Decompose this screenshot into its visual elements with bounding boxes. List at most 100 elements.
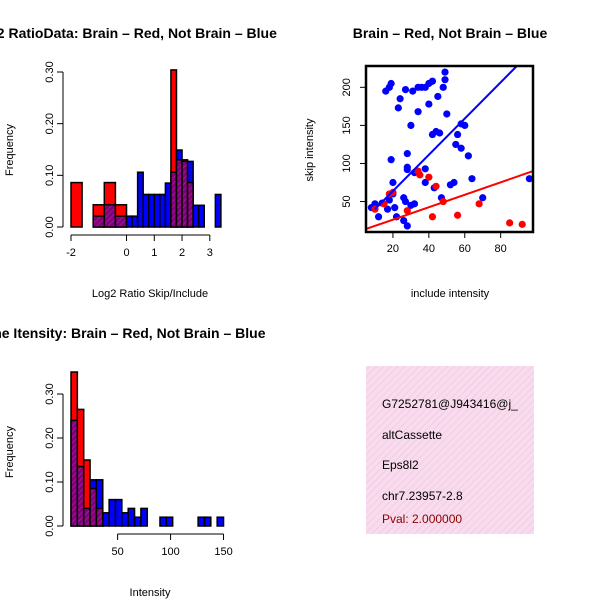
intensity-bar-notbrain [114, 498, 123, 527]
scatter-point-notbrain [441, 68, 449, 76]
ratio-y-tick-label: 0.00 [44, 216, 56, 237]
scatter-x-tick-label: 40 [423, 243, 435, 255]
scatter-y-tick-label: 200 [341, 78, 353, 96]
scatter-point-brain [425, 173, 433, 181]
intensity-x-tick-label: 150 [214, 546, 232, 558]
scatter-xlabel: include intensity [411, 288, 490, 300]
intensity-bar-notbrain [165, 516, 174, 527]
scatter-point-notbrain [525, 175, 533, 183]
info-gene-name: Eps8l2 [382, 458, 419, 472]
scatter-point-brain [506, 219, 514, 227]
scatter-point-notbrain [410, 200, 419, 208]
scatter-point-notbrain [400, 216, 408, 225]
ratio-bar-overlap [181, 160, 189, 228]
ratio-histogram-panel: Log2 RatioData: Brain – Red, Not Brain –… [0, 25, 277, 300]
scatter-point-notbrain [421, 165, 429, 173]
ratio-y-tick-label: 0.20 [44, 113, 56, 134]
ratio-bar-overlap [175, 159, 183, 228]
intensity-bar-notbrain [121, 512, 129, 527]
ratio-bar-overlap [170, 171, 178, 228]
intensity-bar-notbrain [102, 512, 110, 527]
ratio-x-tick-label: 3 [207, 247, 213, 259]
scatter-y-tick-label: 150 [341, 116, 353, 134]
scatter-point-notbrain [387, 79, 395, 88]
scatter-point-notbrain [479, 194, 487, 202]
ratio-bar-notbrain [164, 182, 172, 228]
ratio-bar-overlap [114, 215, 128, 228]
intensity-histogram-xlabel: Intensity [130, 587, 171, 599]
ratio-bar-notbrain [147, 193, 156, 228]
scatter-point-notbrain [401, 86, 410, 94]
scatter-point-notbrain [461, 121, 469, 129]
scatter-point-notbrain [441, 76, 449, 84]
intensity-bar-overlap [70, 419, 79, 527]
ratio-bar-notbrain [214, 193, 222, 228]
ratio-bar-overlap [103, 204, 117, 228]
ratio-bar-notbrain [136, 171, 144, 228]
intensity-y-tick-label: 0.30 [44, 383, 56, 404]
scatter-point-brain [518, 220, 526, 228]
scatter-x-tick-label: 60 [459, 243, 471, 255]
intensity-bar-notbrain [108, 498, 117, 527]
scatter-point-notbrain [457, 144, 465, 152]
intensity-bar-notbrain [203, 516, 212, 527]
scatter-marks [366, 66, 533, 230]
scatter-point-notbrain [450, 178, 458, 187]
scatter-point-notbrain [409, 87, 417, 95]
ratio-histogram-axes: -2 0 1 2 3 0.00 0.10 0.20 0.30 [44, 61, 213, 259]
scatter-x-tick-label: 80 [495, 243, 507, 255]
scatter-point-brain [428, 213, 437, 221]
intensity-bar-notbrain [197, 516, 206, 527]
scatter-point-notbrain [389, 178, 397, 187]
intensity-scatter-panel: Brain – Red, Not Brain – Blue 20 40 60 80 50… [304, 25, 547, 300]
ratio-x-tick-label: 2 [179, 247, 185, 259]
ratio-bar-notbrain [192, 204, 200, 228]
scatter-frame [364, 64, 535, 234]
ratio-y-tick-label: 0.30 [44, 61, 56, 82]
scatter-point-notbrain [453, 130, 462, 139]
scatter-point-notbrain [439, 83, 447, 91]
ratio-histogram-ylabel: Frequency [4, 124, 16, 176]
scatter-x-tick-label: 20 [387, 243, 399, 255]
intensity-bar-notbrain [216, 516, 225, 527]
scatter-plot-area: 20 40 60 80 50 100 150 200 [341, 64, 535, 255]
scatter-point-notbrain [425, 100, 433, 108]
intensity-bar-notbrain [159, 516, 168, 527]
intensity-x-tick-label: 100 [161, 546, 179, 558]
scatter-point-notbrain [407, 121, 415, 129]
info-location: chr7.23957-2.8 [382, 489, 463, 503]
info-box-background [366, 366, 534, 534]
intensity-bar-notbrain [133, 516, 142, 527]
scatter-point-notbrain [403, 163, 411, 171]
scatter-point-notbrain [387, 156, 395, 164]
info-box: G7252781@J943416@j_ altCassette Eps8l2 c… [366, 366, 534, 534]
scatter-point-brain [475, 200, 483, 208]
scatter-point-notbrain [396, 95, 404, 103]
ratio-bar-overlap [92, 215, 106, 228]
intensity-bar-overlap [89, 487, 98, 527]
intensity-bar-overlap [76, 465, 85, 527]
scatter-point-notbrain [391, 204, 399, 212]
scatter-point-notbrain [371, 200, 379, 208]
ratio-y-tick-label: 0.10 [44, 165, 56, 186]
ratio-histogram-bars [70, 69, 222, 228]
intensity-y-tick-label: 0.00 [44, 515, 56, 536]
scatter-point-notbrain [468, 175, 476, 183]
scatter-point-brain [403, 207, 411, 215]
intensity-bar-notbrain [127, 507, 136, 527]
ratio-bar-notbrain [153, 193, 161, 228]
scatter-point-notbrain [464, 152, 472, 160]
scatter-point-notbrain [434, 92, 442, 101]
scatter-point-notbrain [403, 222, 411, 230]
scatter-point-notbrain [443, 110, 451, 118]
ratio-x-tick-label: -2 [66, 247, 76, 259]
scatter-point-notbrain [383, 205, 392, 213]
intensity-bar-overlap [82, 507, 91, 527]
scatter-ylabel: skip intensity [304, 118, 316, 181]
scatter-point-brain [416, 171, 424, 179]
intensity-x-tick-label: 50 [111, 546, 123, 558]
scatter-y-tick-label: 100 [341, 154, 353, 172]
scatter-point-notbrain [436, 129, 444, 137]
intensity-histogram-ylabel: Frequency [4, 426, 16, 478]
